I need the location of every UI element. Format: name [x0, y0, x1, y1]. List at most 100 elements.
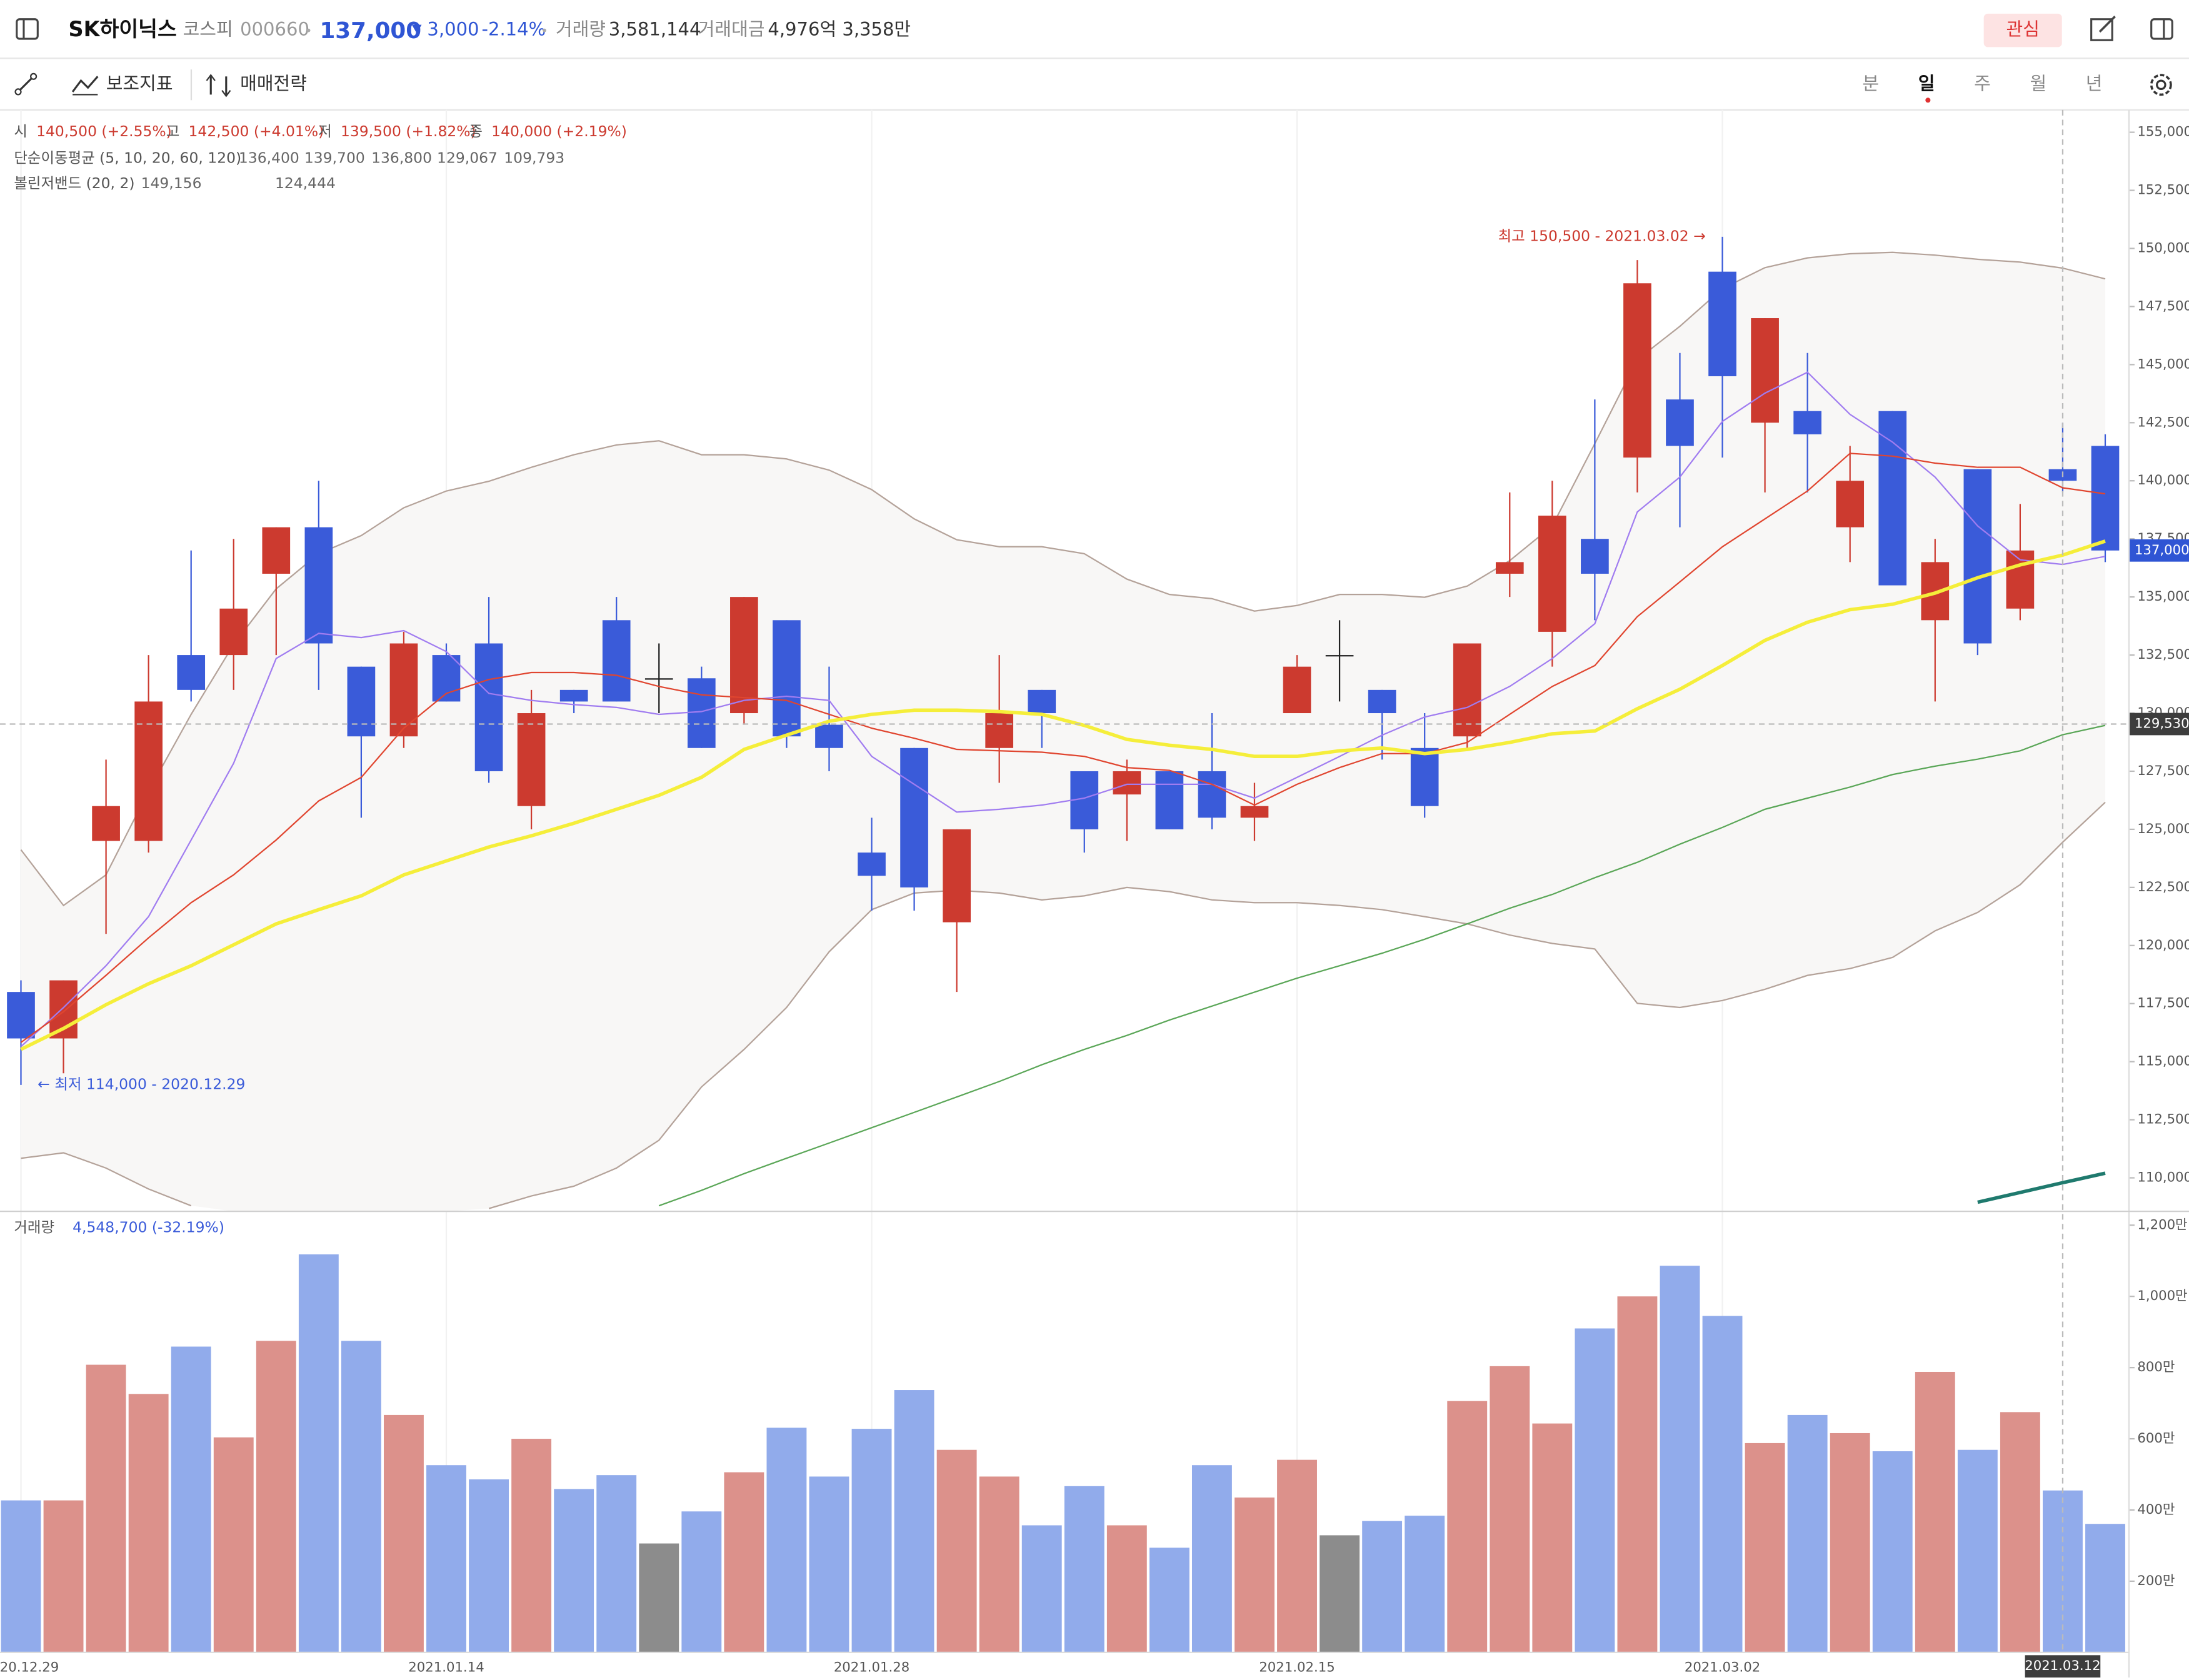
band-lower: [21, 801, 2106, 1209]
candle-body: [92, 806, 120, 841]
volume-bar: [1872, 1451, 1913, 1652]
last-price-label: 137,000: [2135, 542, 2189, 558]
band-fill: [21, 252, 2105, 1212]
active-dot: [1925, 98, 1931, 103]
volume-bar: [469, 1479, 509, 1652]
ohlc-value: 139,500 (+1.82%): [341, 122, 476, 140]
edit-icon[interactable]: [2090, 16, 2116, 41]
strategy-label: 매매전략: [240, 73, 307, 94]
last-price-box: [2128, 539, 2189, 562]
volume-bar: [554, 1489, 594, 1652]
interval-tab[interactable]: 일: [1918, 73, 1935, 94]
y-tick-label: 145,000: [2137, 356, 2189, 372]
candle-body: [1325, 655, 1354, 657]
candle-body: [858, 852, 886, 876]
volume-bar: [426, 1465, 466, 1652]
x-tick-label: 2021.01.28: [834, 1659, 909, 1675]
y-tick-label: 115,000: [2137, 1054, 2189, 1069]
y-tick-label: 142,500: [2137, 414, 2189, 430]
draw-tool[interactable]: [14, 72, 38, 96]
separator-dot: [543, 28, 546, 32]
volume-bar: [851, 1429, 892, 1652]
volume-bar: [1532, 1423, 1573, 1652]
ohlc-label: 고: [166, 122, 180, 140]
price-plot: 최고 150,500 - 2021.03.02 → ← 최저 114,000 - …: [7, 227, 2120, 1212]
volume-bar: [1021, 1525, 1062, 1652]
ma-legend-value: 136,800: [371, 149, 432, 167]
volume-bar: [894, 1390, 934, 1652]
volume-bar: [1745, 1442, 1785, 1652]
candle-body: [985, 713, 1014, 748]
candle-body: [474, 643, 503, 771]
volume-bar: [1617, 1296, 1658, 1652]
candle-body: [687, 678, 716, 748]
candle-body: [602, 620, 631, 702]
interval-tab[interactable]: 월: [2030, 73, 2046, 94]
x-tick-label: 2021.02.15: [1259, 1659, 1335, 1675]
bb-legend-value: 149,156: [141, 174, 202, 192]
candle-body: [900, 748, 928, 888]
y-tick-label: 132,500: [2137, 647, 2189, 662]
y-tick-label: 1,200만: [2137, 1217, 2187, 1232]
candle-body: [1113, 771, 1141, 795]
high-annotation: 최고 150,500 - 2021.03.02 →: [1498, 227, 1706, 244]
change: 3,000: [427, 19, 479, 40]
candle-body: [177, 655, 206, 690]
y-tick-label: 147,500: [2137, 298, 2189, 314]
y-tick-label: 125,000: [2137, 821, 2189, 837]
code: 000660: [240, 19, 309, 40]
cursor-date-label: 2021.03.12: [2025, 1658, 2100, 1674]
panel-icon[interactable]: [2150, 18, 2173, 40]
sidebar-icon[interactable]: [16, 18, 39, 40]
settings-icon[interactable]: [2150, 74, 2172, 96]
indicator-button[interactable]: 보조지표: [71, 73, 173, 96]
separator-dot: [306, 28, 311, 32]
volume-bar: [384, 1414, 424, 1652]
y-tick-label: 110,000: [2137, 1170, 2189, 1186]
volume-bar: [1490, 1366, 1530, 1652]
volume-bar: [43, 1500, 84, 1652]
ohlc-value: 142,500 (+4.01%): [189, 122, 324, 140]
volume-bar: [341, 1341, 381, 1652]
candle-body: [1793, 411, 1821, 434]
volume-plot: [1, 1254, 2125, 1652]
watch-button[interactable]: 관심: [1983, 13, 2062, 48]
header: SK하이닉스 코스피 000660 137,000 3,000 -2.14% 거…: [0, 13, 2189, 59]
volume-bar: [1064, 1486, 1105, 1652]
candle-body: [1028, 689, 1056, 714]
interval-tab[interactable]: 년: [2086, 73, 2103, 94]
price: 137,000: [319, 18, 421, 44]
volume-bar: [639, 1543, 679, 1652]
volume-bar: [936, 1449, 977, 1652]
ma-line: [20, 452, 2106, 1043]
ma-legend-label: 단순이동평균 (5, 10, 20, 60, 120): [14, 149, 241, 167]
ohlc-value: 140,000 (+2.19%): [491, 122, 627, 140]
candle-body: [1538, 516, 1566, 632]
candle-body: [1368, 689, 1396, 714]
ohlc-label: 시: [14, 122, 28, 140]
volume: 3,581,144: [609, 19, 701, 40]
candle-body: [815, 724, 843, 748]
volume-bar: [1149, 1548, 1190, 1652]
y-tick-label: 400만: [2137, 1502, 2175, 1518]
candle-body: [1666, 399, 1694, 446]
volume-bar: [1191, 1465, 1232, 1652]
band-upper: [20, 251, 2106, 907]
candle-body: [1198, 771, 1226, 818]
volume-bar: [1702, 1316, 1743, 1652]
interval-tab[interactable]: 분: [1862, 73, 1879, 94]
y-tick-label: 150,000: [2137, 240, 2189, 256]
candle-body: [1623, 283, 1651, 458]
ma-legend-value: 109,793: [504, 149, 564, 167]
candle-body: [134, 701, 163, 841]
candle-body: [943, 829, 971, 922]
watch-label: 관심: [2006, 19, 2040, 40]
low-annotation: ← 최저 114,000 - 2020.12.29: [38, 1075, 245, 1092]
volume-label: 거래량: [556, 19, 606, 40]
y-tick-label: 117,500: [2137, 996, 2189, 1011]
strategy-button[interactable]: 매매전략: [206, 73, 307, 98]
interval-tab[interactable]: 주: [1974, 73, 1991, 94]
volume-bar: [1575, 1328, 1615, 1652]
volume-bar: [256, 1341, 296, 1652]
volume-bar: [2000, 1412, 2040, 1652]
